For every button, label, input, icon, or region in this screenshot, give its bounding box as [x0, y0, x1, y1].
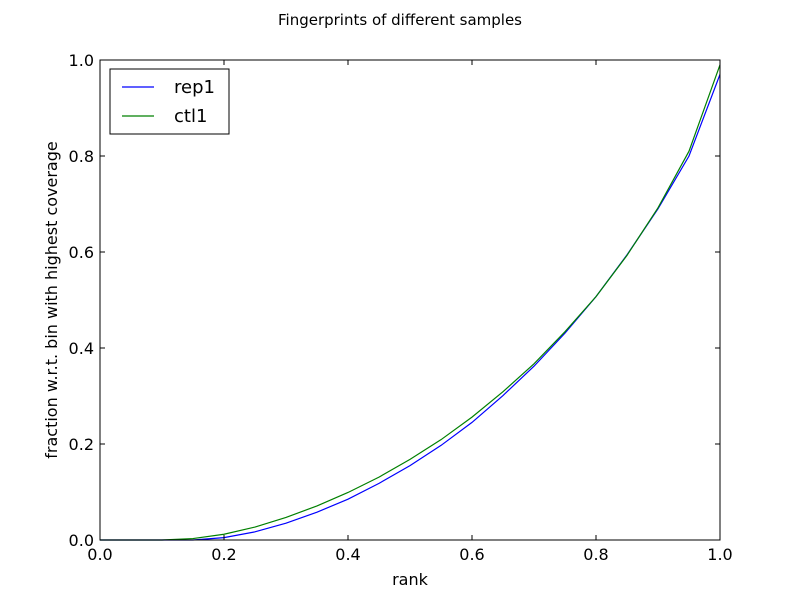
legend-box	[109, 68, 230, 135]
x-axis-label: rank	[392, 570, 429, 589]
x-tick-label: 0.0	[87, 545, 112, 564]
y-tick-label: 0.6	[69, 243, 94, 262]
chart-title: Fingerprints of different samples	[278, 11, 522, 29]
plot-lines	[100, 64, 721, 541]
y-axis-ticks: 0.0 0.2 0.4 0.6 0.8 1.0	[69, 51, 720, 550]
series-line-ctl1	[100, 64, 721, 541]
y-tick-label: 0.2	[69, 435, 94, 454]
y-axis-label: fraction w.r.t. bin with highest coverag…	[42, 141, 61, 458]
x-tick-label: 0.6	[459, 545, 484, 564]
y-tick-label: 0.8	[69, 147, 94, 166]
x-tick-label: 0.8	[583, 545, 608, 564]
legend: rep1 ctl1	[109, 68, 230, 135]
legend-label-rep1: rep1	[174, 77, 215, 98]
y-tick-label: 0.4	[69, 339, 94, 358]
plot-frame	[99, 59, 721, 541]
x-tick-label: 0.4	[335, 545, 360, 564]
x-axis-ticks: 0.0 0.2 0.4 0.6 0.8 1.0	[87, 60, 733, 564]
x-tick-label: 1.0	[707, 545, 732, 564]
y-tick-label: 0.0	[69, 531, 94, 550]
x-tick-label: 0.2	[211, 545, 236, 564]
legend-label-ctl1: ctl1	[174, 106, 207, 127]
y-tick-label: 1.0	[69, 51, 94, 70]
